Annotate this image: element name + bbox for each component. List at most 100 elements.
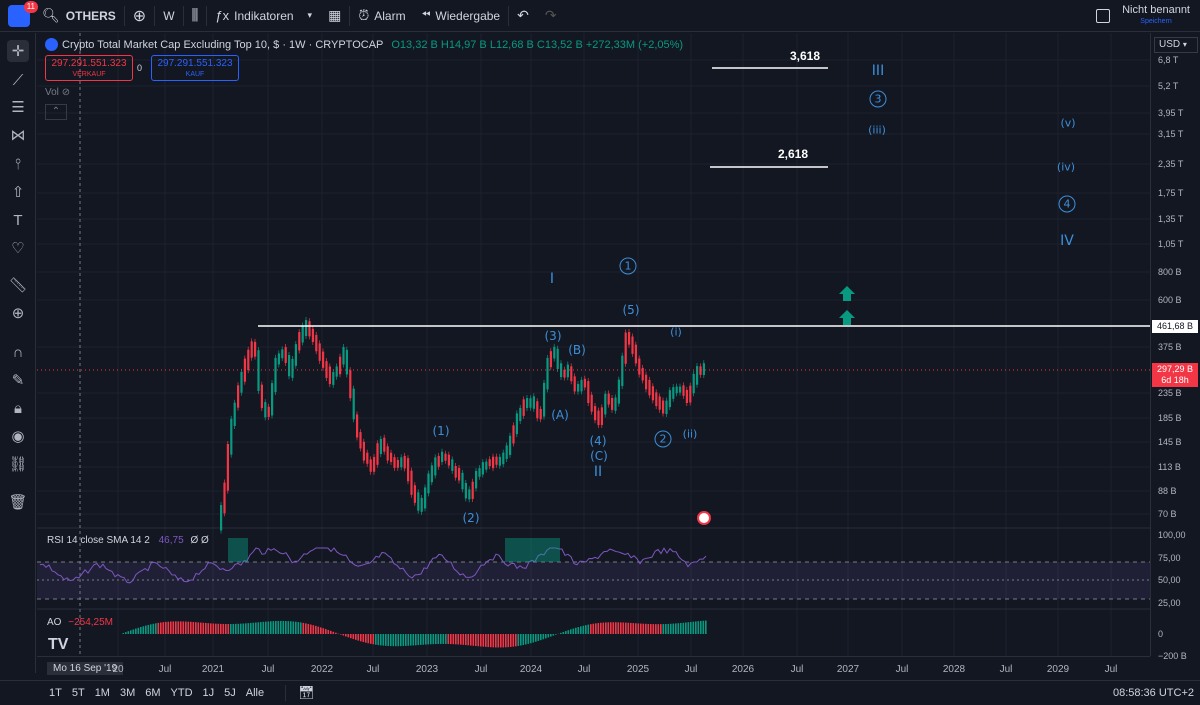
zoom-tool[interactable]: ⊕: [7, 302, 29, 324]
compare-button[interactable]: ⊕: [125, 0, 154, 32]
ao-bar: [477, 634, 480, 647]
timeframe-button[interactable]: 6M: [145, 687, 161, 699]
current-price: 297,29 B: [1156, 364, 1194, 374]
timeframe-button[interactable]: 1M: [94, 687, 110, 699]
link-tool[interactable]: ⛓︎: [7, 453, 29, 475]
price-axis-label: 5,2 T: [1158, 81, 1179, 91]
price-axis-label: 6,8 T: [1158, 55, 1179, 65]
ao-bar: [397, 634, 400, 647]
ao-bar: [540, 634, 542, 641]
symbol-search[interactable]: 🔍︎ OTHERS: [34, 0, 124, 32]
currency-label: USD: [1159, 39, 1181, 50]
stay-drawing-tool[interactable]: ✎: [7, 369, 29, 391]
ao-bar: [702, 620, 705, 634]
magnet-tool[interactable]: ∩: [7, 341, 29, 363]
ao-bar: [320, 627, 322, 634]
time-axis-label: Jul: [895, 664, 909, 675]
rewind-icon: ⏪︎: [421, 9, 431, 21]
layout-name-button[interactable]: Nicht benannt Speichern: [1122, 5, 1190, 27]
candle-body: [464, 482, 467, 499]
undo-button[interactable]: ↶: [509, 0, 537, 32]
chart-type-button[interactable]: ⫼: [184, 0, 207, 32]
ao-bar: [287, 621, 290, 634]
ao-bar: [392, 634, 395, 647]
timeframe-button[interactable]: 5J: [224, 687, 236, 699]
ao-bar: [202, 622, 205, 634]
pattern-tool[interactable]: ⋈: [7, 124, 29, 146]
ao-bar: [330, 630, 332, 634]
shape-tool[interactable]: ⇧: [7, 181, 29, 203]
ao-bar: [352, 634, 355, 640]
ruler-tool[interactable]: 📏︎: [7, 274, 29, 296]
ao-bar: [162, 622, 165, 634]
calendar-icon[interactable]: 📅︎: [298, 685, 315, 700]
text-tool[interactable]: T: [7, 209, 29, 231]
layout-checkbox[interactable]: [1096, 9, 1111, 23]
ao-bar: [460, 634, 462, 645]
timeframe-button[interactable]: 5T: [71, 687, 85, 699]
ao-bar: [295, 621, 297, 634]
time-axis-label: Jul: [577, 664, 591, 675]
tradingview-logo[interactable]: TV: [48, 636, 69, 653]
divider: [349, 5, 351, 26]
ao-bar: [155, 623, 157, 634]
indicators-button[interactable]: ƒx Indikatoren ▾: [207, 0, 320, 32]
price-chart[interactable]: [37, 33, 1150, 656]
ao-bar: [452, 634, 455, 645]
ao-bar: [575, 627, 577, 634]
wave-label-3: (3): [544, 329, 562, 343]
crosshair-tool[interactable]: ✛: [7, 40, 29, 62]
ao-bar: [425, 634, 427, 645]
interval-button[interactable]: W: [163, 8, 175, 23]
candle-body: [641, 367, 644, 381]
ao-bar: [332, 631, 335, 634]
currency-select[interactable]: USD ▾: [1154, 37, 1198, 53]
ao-bar: [142, 626, 145, 634]
trendline-tool[interactable]: ⟋: [7, 69, 29, 91]
timeframe-button[interactable]: 3M: [119, 687, 136, 699]
timeframe-button[interactable]: 1T: [49, 687, 62, 699]
candle-body: [403, 455, 406, 469]
ao-bar: [437, 634, 440, 645]
time-axis[interactable]: [37, 656, 1150, 680]
candle-body: [549, 351, 552, 368]
ao-bar: [580, 626, 582, 634]
fib-tool[interactable]: ☰: [7, 96, 29, 118]
timeframe-button[interactable]: YTD: [170, 687, 193, 699]
ao-bar: [207, 623, 210, 634]
buy-button[interactable]: 297.291.551.323 KAUF: [151, 55, 239, 81]
wave-label-B: (B): [568, 343, 586, 357]
ao-bar: [362, 634, 365, 643]
candle-body: [390, 452, 393, 462]
templates-button[interactable]: ▦: [320, 0, 349, 32]
replay-label: Wiedergabe: [435, 8, 501, 23]
eye-off-icon[interactable]: ⊘: [61, 87, 71, 98]
ao-bar: [572, 628, 575, 634]
redo-button[interactable]: ↷: [537, 0, 565, 32]
candle-body: [699, 366, 702, 375]
candle-body: [294, 344, 297, 366]
ao-bar: [307, 623, 310, 634]
candle-body: [451, 459, 454, 471]
price-axis[interactable]: [1150, 33, 1200, 656]
hide-tool[interactable]: ◉: [7, 425, 29, 447]
sell-button[interactable]: 297.291.551.323 VERKAUF: [45, 55, 133, 81]
replay-button[interactable]: ⏪︎ Wiedergabe: [414, 0, 509, 32]
time-axis-label: 2029: [1046, 664, 1070, 675]
lock-tool[interactable]: 🔒︎: [7, 397, 29, 419]
ao-bar: [275, 621, 277, 634]
ao-bar: [442, 634, 445, 644]
projection-tool[interactable]: ⫯: [7, 153, 29, 175]
timeframe-button[interactable]: Alle: [245, 687, 265, 699]
alarm-button[interactable]: ⏰︎ Alarm: [350, 0, 413, 32]
favorites-tool[interactable]: ♡: [7, 237, 29, 259]
user-avatar[interactable]: 11: [8, 0, 38, 27]
delete-tool[interactable]: 🗑︎: [7, 491, 29, 513]
candle-body: [447, 454, 450, 466]
ao-bar: [145, 625, 147, 634]
candle-body: [604, 393, 607, 415]
time-axis-label: 2027: [836, 664, 860, 675]
timeframe-button[interactable]: 1J: [202, 687, 215, 699]
collapse-legend-button[interactable]: ⌃: [45, 104, 67, 120]
ao-bar: [667, 623, 670, 634]
